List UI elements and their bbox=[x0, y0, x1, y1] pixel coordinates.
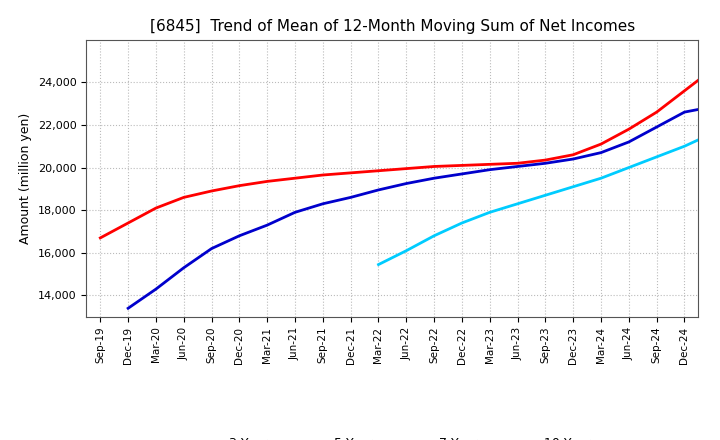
5 Years bbox=[624, 139, 633, 145]
7 Years bbox=[513, 201, 522, 206]
Title: [6845]  Trend of Mean of 12-Month Moving Sum of Net Incomes: [6845] Trend of Mean of 12-Month Moving … bbox=[150, 19, 635, 34]
5 Years bbox=[513, 164, 522, 169]
3 Years bbox=[374, 168, 383, 173]
3 Years bbox=[96, 235, 104, 241]
3 Years bbox=[235, 183, 243, 188]
7 Years bbox=[458, 220, 467, 226]
3 Years bbox=[458, 163, 467, 168]
7 Years bbox=[569, 184, 577, 189]
7 Years bbox=[485, 210, 494, 215]
5 Years bbox=[569, 156, 577, 161]
5 Years bbox=[263, 223, 271, 228]
3 Years bbox=[430, 164, 438, 169]
5 Years bbox=[597, 150, 606, 155]
3 Years bbox=[207, 188, 216, 194]
7 Years bbox=[597, 176, 606, 181]
3 Years bbox=[318, 172, 327, 178]
5 Years bbox=[652, 125, 661, 130]
3 Years bbox=[513, 161, 522, 166]
7 Years bbox=[374, 262, 383, 267]
7 Years bbox=[624, 165, 633, 170]
3 Years bbox=[652, 110, 661, 115]
3 Years bbox=[291, 176, 300, 181]
5 Years bbox=[708, 104, 716, 110]
5 Years bbox=[680, 110, 689, 115]
5 Years bbox=[458, 171, 467, 176]
7 Years bbox=[652, 154, 661, 160]
3 Years bbox=[541, 158, 550, 163]
5 Years bbox=[318, 201, 327, 206]
7 Years bbox=[430, 233, 438, 238]
Line: 7 Years: 7 Years bbox=[379, 133, 712, 264]
5 Years bbox=[374, 187, 383, 193]
Line: 3 Years: 3 Years bbox=[100, 70, 712, 238]
5 Years bbox=[124, 306, 132, 311]
3 Years bbox=[263, 179, 271, 184]
7 Years bbox=[402, 248, 410, 253]
3 Years bbox=[485, 161, 494, 167]
3 Years bbox=[680, 88, 689, 93]
Line: 5 Years: 5 Years bbox=[128, 107, 712, 308]
5 Years bbox=[235, 233, 243, 238]
7 Years bbox=[680, 143, 689, 149]
5 Years bbox=[402, 181, 410, 186]
3 Years bbox=[124, 220, 132, 226]
3 Years bbox=[624, 127, 633, 132]
5 Years bbox=[152, 286, 161, 292]
7 Years bbox=[708, 131, 716, 136]
5 Years bbox=[207, 246, 216, 251]
3 Years bbox=[346, 170, 355, 176]
Legend: 3 Years, 5 Years, 7 Years, 10 Years: 3 Years, 5 Years, 7 Years, 10 Years bbox=[183, 432, 602, 440]
7 Years bbox=[541, 193, 550, 198]
Y-axis label: Amount (million yen): Amount (million yen) bbox=[19, 113, 32, 244]
3 Years bbox=[569, 152, 577, 158]
5 Years bbox=[179, 265, 188, 271]
3 Years bbox=[152, 205, 161, 211]
3 Years bbox=[179, 195, 188, 200]
3 Years bbox=[402, 166, 410, 171]
3 Years bbox=[597, 141, 606, 147]
5 Years bbox=[541, 161, 550, 166]
5 Years bbox=[346, 195, 355, 200]
5 Years bbox=[291, 210, 300, 215]
5 Years bbox=[430, 176, 438, 181]
3 Years bbox=[708, 67, 716, 72]
5 Years bbox=[485, 167, 494, 172]
